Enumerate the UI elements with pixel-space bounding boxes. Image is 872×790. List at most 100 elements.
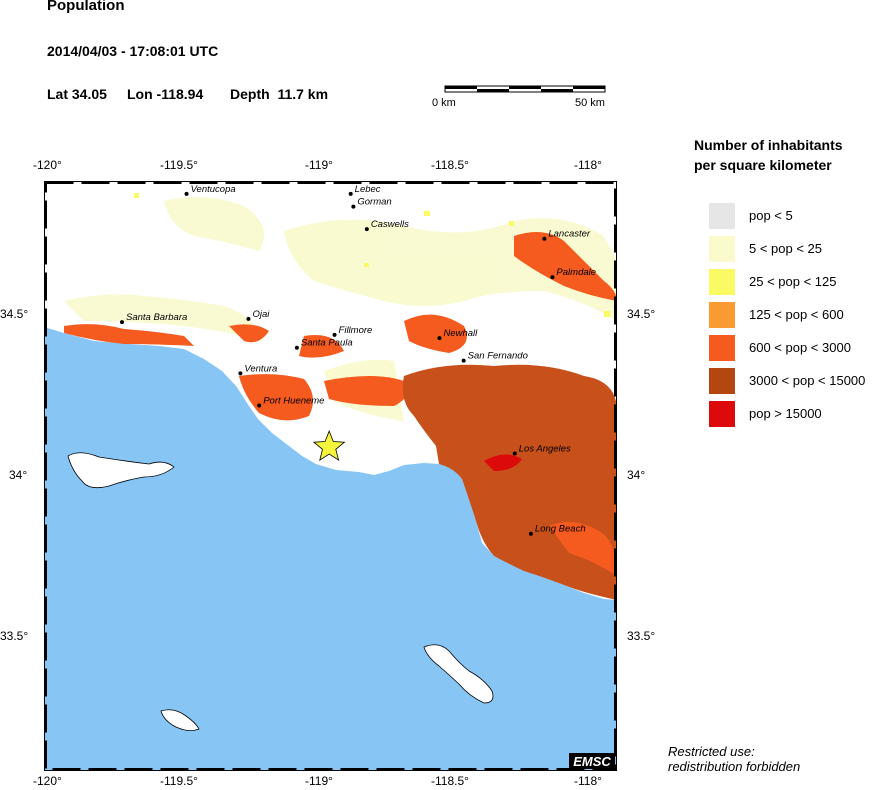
- bottom-tick-label: -120°: [33, 774, 62, 788]
- top-tick-label: -120°: [33, 158, 62, 172]
- legend-title: Number of inhabitants per square kilomet…: [694, 135, 843, 175]
- ocean: [44, 327, 617, 771]
- bottom-tick-label: -119.5°: [160, 774, 198, 788]
- legend-item: 125 < pop < 600: [709, 302, 859, 328]
- city-dot: [246, 316, 251, 321]
- city-label: Port Hueneme: [263, 395, 324, 406]
- city-marker: Caswells: [364, 219, 409, 232]
- city-marker: Palmdale: [550, 267, 596, 280]
- medium-density-zones: [134, 193, 610, 317]
- city-dot: [461, 358, 466, 363]
- restricted-line: Restricted use:: [668, 744, 755, 759]
- legend-item: pop > 15000: [709, 401, 859, 427]
- city-label: Newhall: [443, 328, 478, 339]
- legend-label: 600 < pop < 3000: [749, 340, 851, 355]
- city-label: Los Angeles: [519, 444, 571, 455]
- city-label: Ventucopa: [191, 184, 236, 195]
- right-tick-label: 34.5°: [627, 307, 656, 321]
- city-label: Lancaster: [548, 229, 591, 240]
- emsc-logo: EMSC: [569, 753, 615, 769]
- city-marker: Santa Paula: [294, 338, 353, 350]
- city-label: Caswells: [371, 219, 409, 230]
- bottom-tick-label: -118°: [574, 774, 602, 788]
- legend-swatch: [709, 335, 735, 361]
- city-marker: Lancaster: [542, 229, 591, 241]
- city-marker: Los Angeles: [512, 444, 571, 456]
- city-marker: Ventura: [238, 363, 277, 376]
- scale-bar: [444, 85, 606, 93]
- legend-title-line: per square kilometer: [694, 157, 832, 173]
- legend-item: 3000 < pop < 15000: [709, 368, 865, 394]
- city-marker: Ventucopa: [184, 184, 236, 196]
- legend-label: pop < 5: [749, 208, 793, 223]
- legend-swatch: [709, 203, 735, 229]
- legend-label: 5 < pop < 25: [749, 241, 823, 256]
- very-high-density-zones: [402, 364, 617, 600]
- city-dot: [528, 531, 533, 536]
- city-label: Ojai: [252, 309, 270, 320]
- top-tick-label: -119.5°: [160, 158, 198, 172]
- bottom-tick-label: -118.5°: [431, 774, 469, 788]
- event-longitude: Lon -118.94: [127, 86, 204, 102]
- city-dot: [512, 451, 517, 456]
- legend-label: 125 < pop < 600: [749, 307, 844, 322]
- channel-islands: [67, 452, 494, 731]
- city-dot: [348, 191, 353, 196]
- high-density-zones: [64, 232, 617, 421]
- city-dot: [351, 204, 356, 209]
- legend-swatch: [709, 236, 735, 262]
- scale-start-label: 0 km: [432, 97, 456, 109]
- legend-title-line: Number of inhabitants: [694, 137, 843, 153]
- left-tick-label: 34.5°: [0, 307, 29, 321]
- legend-item: pop < 5: [709, 203, 859, 229]
- city-label: Lebec: [355, 184, 381, 195]
- city-label: Fillmore: [339, 325, 373, 336]
- scale-end-label: 50 km: [575, 97, 605, 109]
- city-label: Ventura: [244, 363, 277, 374]
- city-marker: Newhall: [437, 328, 478, 341]
- city-marker: Ojai: [246, 309, 270, 321]
- svg-text:EMSC: EMSC: [573, 754, 611, 769]
- legend-swatch: [709, 302, 735, 328]
- city-label: Santa Paula: [301, 338, 353, 349]
- map-title: Population: [47, 0, 125, 14]
- city-label: Gorman: [357, 197, 391, 208]
- event-latitude: Lat 34.05: [47, 86, 107, 102]
- city-dot: [332, 332, 337, 337]
- city-dot: [294, 345, 299, 350]
- legend-item: 600 < pop < 3000: [709, 335, 859, 361]
- santa-cruz-island: [67, 452, 175, 489]
- city-dot: [437, 336, 442, 341]
- city-marker: Port Hueneme: [257, 395, 324, 408]
- city-label: San Fernando: [468, 351, 528, 362]
- left-tick-label: 34°: [9, 468, 28, 482]
- population-map: Ventucopa Lebec Gorman Caswells Lancaster Pal…: [44, 181, 617, 771]
- left-tick-label: 33.5°: [0, 629, 29, 643]
- restricted-line: redistribution forbidden: [668, 759, 801, 774]
- legend-swatch: [709, 368, 735, 394]
- city-dot: [550, 275, 555, 280]
- legend-label: 25 < pop < 125: [749, 274, 837, 289]
- city-dot: [364, 227, 369, 232]
- santa-catalina-island: [423, 644, 494, 704]
- city-label: Santa Barbara: [126, 312, 187, 323]
- city-dot: [120, 320, 125, 325]
- legend-swatch: [709, 401, 735, 427]
- top-tick-label: -119°: [305, 158, 333, 172]
- city-marker: Lebec: [348, 184, 381, 196]
- bottom-tick-label: -119°: [305, 774, 333, 788]
- legend-item: 25 < pop < 125: [709, 269, 859, 295]
- city-marker: Gorman: [351, 197, 392, 209]
- city-dot: [257, 403, 262, 408]
- legend-label: 3000 < pop < 15000: [749, 373, 866, 388]
- event-datetime: 2014/04/03 - 17:08:01 UTC: [47, 43, 219, 59]
- city-dot: [238, 371, 243, 376]
- event-depth: Depth 11.7 km: [230, 86, 329, 102]
- city-label: Long Beach: [535, 524, 586, 535]
- right-tick-label: 34°: [627, 468, 646, 482]
- legend-label: pop > 15000: [749, 406, 822, 421]
- city-marker: Long Beach: [528, 524, 586, 536]
- city-dot: [184, 191, 189, 196]
- restricted-notice: Restricted use: redistribution forbidden: [668, 744, 800, 774]
- top-tick-label: -118.5°: [431, 158, 469, 172]
